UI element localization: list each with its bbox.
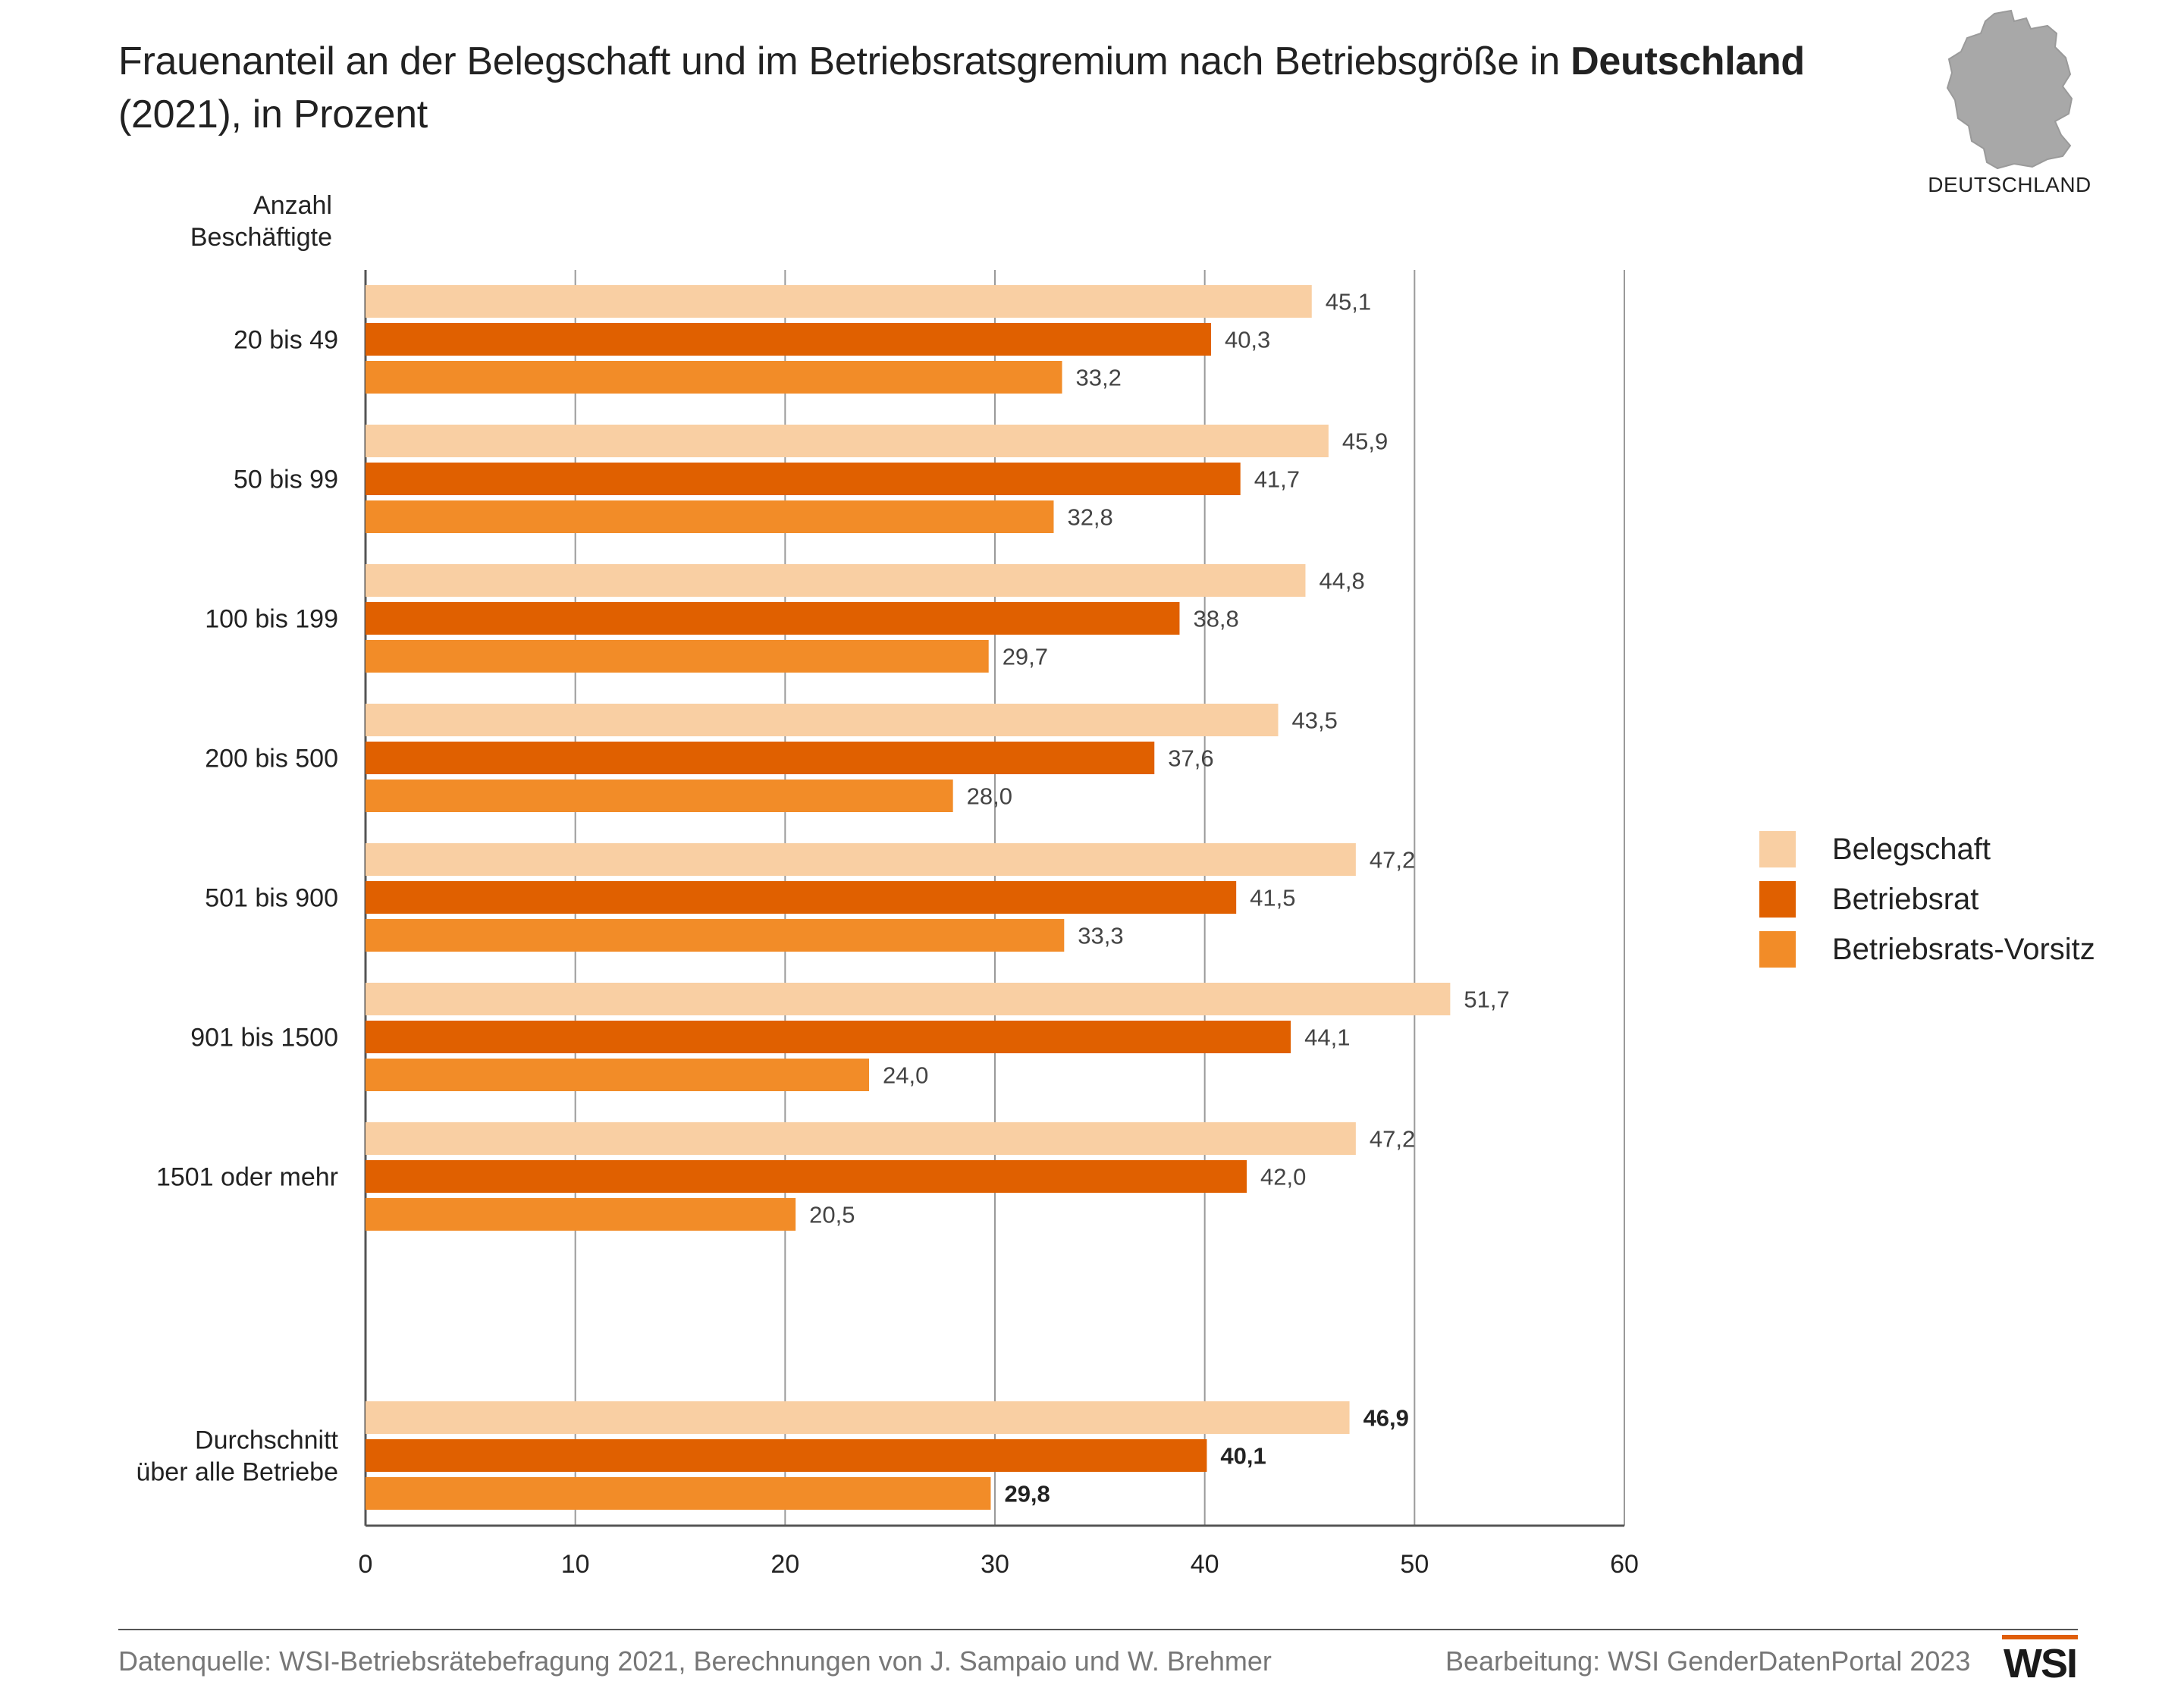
bar-vorsitz bbox=[366, 1477, 991, 1510]
data-label: 28,0 bbox=[967, 783, 1012, 810]
category-labels: 20 bis 49 50 bis 99 100 bis 199 200 bis 500… bbox=[136, 326, 338, 1487]
bar-belegschaft bbox=[366, 285, 1312, 318]
legend-label: Belegschaft bbox=[1832, 833, 1991, 866]
data-labels: 45,1 40,3 33,2 45,9 41,7 32,8 44,8 38,8 29,7 43,5… bbox=[809, 289, 1510, 1507]
x-tick-label: 30 bbox=[981, 1550, 1009, 1579]
category-label: 1501 oder mehr bbox=[156, 1163, 338, 1192]
data-label: 41,5 bbox=[1250, 885, 1295, 911]
footer-source: Datenquelle: WSI-Betriebsrätebefragung 2… bbox=[118, 1645, 1272, 1677]
bar-vorsitz bbox=[366, 500, 1054, 533]
category-label: 100 bis 199 bbox=[205, 605, 338, 634]
y-axis-title-line: Beschäftigte bbox=[190, 223, 332, 252]
legend-label: Betriebsrat bbox=[1832, 883, 1979, 916]
bar-belegschaft bbox=[366, 704, 1279, 736]
wsi-logo: WSI bbox=[2002, 1635, 2078, 1688]
bar-chart: 45,1 40,3 33,2 45,9 41,7 32,8 44,8 38,8 29,7 43,5… bbox=[136, 191, 1639, 1579]
bar-vorsitz bbox=[366, 919, 1065, 952]
bar-betriebsrat bbox=[366, 742, 1155, 774]
data-label: 20,5 bbox=[809, 1202, 855, 1228]
y-axis-title-line: Anzahl bbox=[253, 191, 332, 220]
category-label: Durchschnitt bbox=[195, 1426, 339, 1455]
bar-betriebsrat bbox=[366, 1439, 1207, 1472]
legend-swatch bbox=[1759, 931, 1796, 968]
bar-betriebsrat bbox=[366, 1160, 1247, 1193]
bar-betriebsrat bbox=[366, 602, 1180, 635]
wsi-logo-bar bbox=[2002, 1635, 2078, 1639]
legend-label: Betriebsrats-Vorsitz bbox=[1832, 933, 2095, 966]
category-label: 50 bis 99 bbox=[234, 466, 338, 494]
title-line1-prefix: Frauenanteil an der Belegschaft und im B… bbox=[118, 39, 1571, 83]
data-label: 47,2 bbox=[1370, 1126, 1415, 1153]
bar-vorsitz bbox=[366, 361, 1062, 394]
bar-vorsitz bbox=[366, 640, 989, 673]
chart-title: Frauenanteil an der Belegschaft und im B… bbox=[118, 35, 1878, 141]
bar-belegschaft bbox=[366, 425, 1329, 457]
bar-vorsitz bbox=[366, 1198, 796, 1231]
legend-swatch bbox=[1759, 831, 1796, 867]
bar-belegschaft bbox=[366, 1401, 1350, 1434]
x-tick-label: 20 bbox=[770, 1550, 799, 1579]
footer-divider bbox=[118, 1629, 2078, 1630]
data-label: 32,8 bbox=[1067, 504, 1112, 531]
data-label: 46,9 bbox=[1363, 1405, 1409, 1432]
bar-vorsitz bbox=[366, 780, 953, 812]
data-label: 29,7 bbox=[1003, 644, 1048, 670]
data-label: 43,5 bbox=[1292, 707, 1338, 734]
bars bbox=[366, 285, 1451, 1510]
title-line2: (2021), in Prozent bbox=[118, 93, 428, 136]
x-tick-label: 40 bbox=[1191, 1550, 1219, 1579]
data-label: 40,1 bbox=[1220, 1443, 1266, 1470]
bar-betriebsrat bbox=[366, 881, 1237, 914]
category-label: 200 bis 500 bbox=[205, 745, 338, 773]
data-label: 51,7 bbox=[1464, 987, 1509, 1013]
y-axis-title: Anzahl Beschäftigte bbox=[190, 191, 332, 252]
data-label: 33,3 bbox=[1078, 923, 1123, 949]
data-label: 37,6 bbox=[1168, 745, 1213, 772]
bar-belegschaft bbox=[366, 843, 1356, 876]
bar-vorsitz bbox=[366, 1059, 869, 1091]
title-country: Deutschland bbox=[1571, 39, 1805, 83]
bar-betriebsrat bbox=[366, 463, 1241, 495]
bar-belegschaft bbox=[366, 1122, 1356, 1155]
data-label: 42,0 bbox=[1260, 1164, 1306, 1191]
data-label: 40,3 bbox=[1225, 327, 1270, 353]
x-tick-label: 10 bbox=[561, 1550, 590, 1579]
data-label: 41,7 bbox=[1254, 466, 1300, 493]
data-label: 44,8 bbox=[1319, 568, 1364, 594]
legend-swatch bbox=[1759, 881, 1796, 918]
data-label: 44,1 bbox=[1304, 1024, 1350, 1051]
data-label: 29,8 bbox=[1004, 1481, 1050, 1507]
x-tick-label: 50 bbox=[1400, 1550, 1429, 1579]
x-tick-labels: 0 10 20 30 40 50 60 bbox=[359, 1550, 1639, 1579]
data-label: 24,0 bbox=[883, 1062, 928, 1089]
data-label: 47,2 bbox=[1370, 847, 1415, 874]
bar-betriebsrat bbox=[366, 323, 1211, 356]
category-label: 501 bis 900 bbox=[205, 884, 338, 913]
category-label: 20 bis 49 bbox=[234, 326, 338, 355]
data-label: 33,2 bbox=[1076, 365, 1122, 391]
wsi-logo-text: WSI bbox=[2004, 1641, 2078, 1686]
data-label: 38,8 bbox=[1193, 606, 1238, 632]
footer-edit: Bearbeitung: WSI GenderDatenPortal 2023 bbox=[1445, 1645, 1971, 1677]
category-label: 901 bis 1500 bbox=[190, 1024, 338, 1052]
bar-belegschaft bbox=[366, 564, 1306, 597]
bar-betriebsrat bbox=[366, 1021, 1291, 1053]
x-tick-label: 0 bbox=[359, 1550, 373, 1579]
bar-belegschaft bbox=[366, 983, 1451, 1015]
x-tick-label: 60 bbox=[1610, 1550, 1639, 1579]
map-label: DEUTSCHLAND bbox=[1928, 173, 2091, 196]
data-label: 45,9 bbox=[1342, 428, 1388, 455]
germany-map-icon bbox=[1941, 8, 2101, 197]
data-label: 45,1 bbox=[1326, 289, 1371, 315]
category-label: über alle Betriebe bbox=[136, 1458, 338, 1487]
